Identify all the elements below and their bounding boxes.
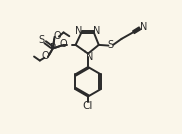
Text: Cl: Cl [83,101,93,111]
Text: P: P [50,43,56,53]
Text: N: N [86,52,93,62]
Text: N: N [75,27,82,36]
Text: O: O [53,31,61,41]
Text: S: S [108,40,114,50]
Text: N: N [140,22,147,32]
Text: O: O [60,39,67,49]
Text: S: S [39,35,45,44]
Text: O: O [42,51,49,61]
Text: N: N [93,27,100,36]
